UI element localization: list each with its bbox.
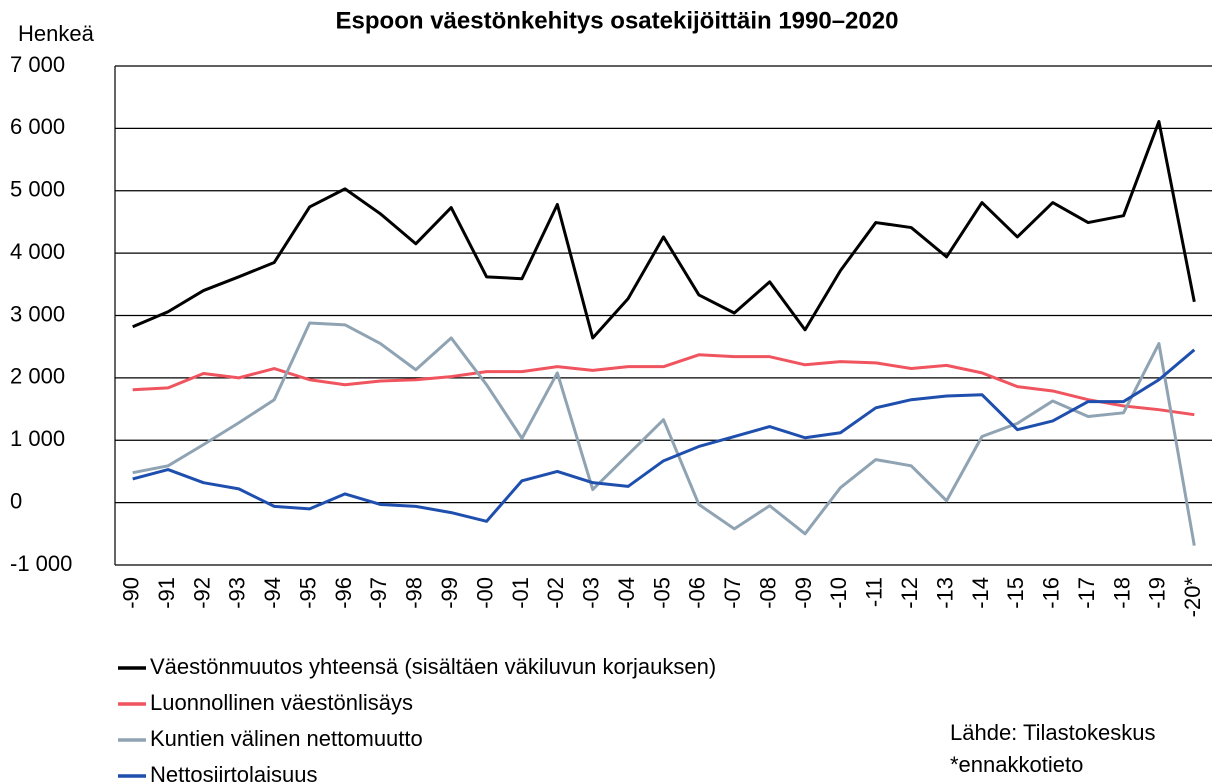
- x-tick-label: -91: [154, 577, 179, 609]
- x-tick-label: -93: [225, 577, 250, 609]
- x-tick-label: -99: [437, 577, 462, 609]
- x-tick-label: -94: [260, 577, 285, 609]
- x-tick-label: -90: [119, 577, 144, 609]
- source: Lähde: Tilastokeskus: [950, 720, 1155, 745]
- x-tick-label: -20*: [1180, 577, 1205, 618]
- legend-label: Kuntien välinen nettomuutto: [150, 726, 423, 751]
- note: *ennakkotieto: [950, 752, 1083, 777]
- x-tick-label: -96: [331, 577, 356, 609]
- x-tick-label: -00: [472, 577, 497, 609]
- x-tick-label: -15: [1003, 577, 1028, 609]
- series-line: [132, 353, 1195, 417]
- y-tick-label: 5 000: [10, 177, 65, 202]
- y-tick-label: 1 000: [10, 426, 65, 451]
- x-tick-label: -92: [189, 577, 214, 609]
- x-tick-label: -11: [862, 577, 887, 607]
- chart-title: Espoon väestönkehitys osatekijöittäin 19…: [336, 7, 899, 34]
- x-tick-label: -07: [720, 577, 745, 609]
- y-tick-label: 7 000: [10, 52, 65, 77]
- x-tick-label: -08: [755, 577, 780, 609]
- x-tick-label: -02: [543, 577, 568, 609]
- x-tick-label: -09: [791, 577, 816, 609]
- series-line: [132, 321, 1196, 546]
- series-line: [132, 348, 1196, 523]
- x-tick-label: -12: [897, 577, 922, 609]
- x-tick-label: -17: [1074, 577, 1099, 609]
- x-tick-label: -19: [1145, 577, 1170, 609]
- x-tick-label: -04: [614, 577, 639, 609]
- y-tick-label: 0: [10, 488, 22, 513]
- y-tick-label: 3 000: [10, 301, 65, 326]
- y-tick-label: 4 000: [10, 239, 65, 264]
- legend-label: Luonnollinen väestönlisäys: [150, 690, 413, 715]
- x-tick-label: -98: [402, 577, 427, 609]
- y-tick-label: 2 000: [10, 364, 65, 389]
- x-tick-label: -10: [826, 577, 851, 609]
- series-line: [132, 120, 1196, 340]
- y-tick-label: 6 000: [10, 114, 65, 139]
- x-tick-label: -01: [508, 577, 533, 609]
- x-tick-label: -97: [366, 577, 391, 609]
- x-tick-label: -05: [649, 577, 674, 609]
- x-tick-label: -13: [932, 577, 957, 609]
- x-tick-label: -18: [1109, 577, 1134, 609]
- y-tick-label: -1 000: [10, 551, 72, 576]
- y-axis-label: Henkeä: [18, 21, 95, 46]
- x-tick-label: -16: [1039, 577, 1064, 609]
- x-tick-label: -14: [968, 577, 993, 609]
- x-tick-label: -03: [579, 577, 604, 609]
- x-tick-label: -95: [295, 577, 320, 609]
- legend-label: Nettosiirtolaisuus: [150, 762, 318, 783]
- x-tick-label: -06: [685, 577, 710, 609]
- legend-label: Väestönmuutos yhteensä (sisältäen väkilu…: [150, 654, 716, 679]
